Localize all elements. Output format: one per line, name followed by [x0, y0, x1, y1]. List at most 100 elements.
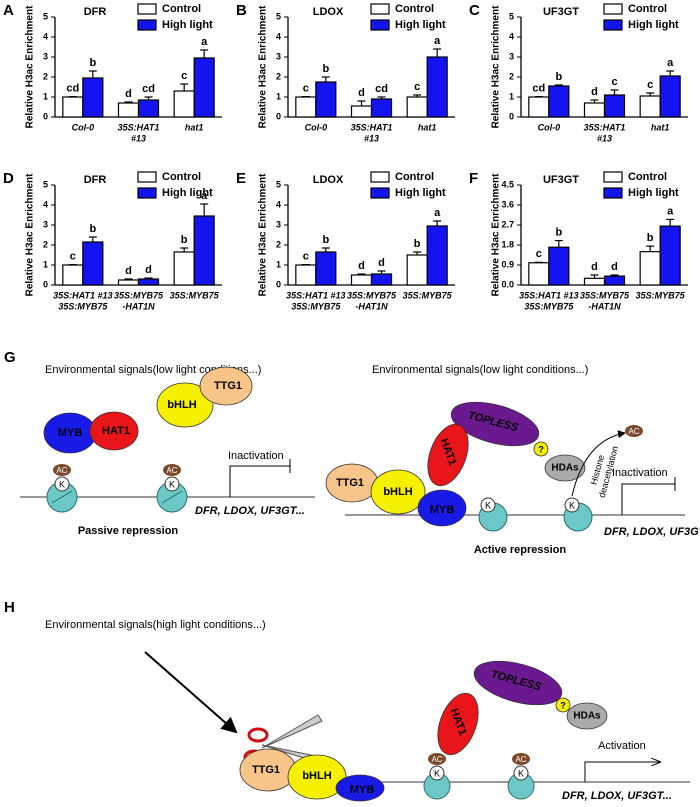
protein-label: bHLH: [383, 486, 412, 498]
bar: [659, 75, 681, 118]
panel-letter: G: [4, 349, 16, 366]
y-tick-label: 5: [509, 11, 514, 21]
k-label: K: [518, 768, 524, 778]
significance-letter: a: [667, 57, 674, 69]
scissor-handle: [247, 727, 269, 743]
legend-label: Control: [628, 3, 667, 15]
panel-letter: A: [3, 2, 14, 19]
bar: [370, 98, 393, 118]
significance-letter: d: [591, 86, 598, 98]
bar: [82, 241, 104, 286]
hat1-shape: [437, 692, 479, 756]
x-tick-label: 35S:HAT1: [118, 122, 160, 132]
significance-letter: b: [322, 234, 329, 246]
myb-shape: [417, 489, 467, 527]
genes-label: DFR, LDOX, UF3GT...: [562, 790, 672, 802]
protein-label: ?: [538, 444, 544, 454]
y-tick-label: 0.9: [501, 259, 514, 269]
bar: [82, 77, 104, 118]
hat1-shape: [89, 411, 139, 451]
chart-title: LDOX: [313, 6, 344, 18]
x-tick-label: 35S:HAT1: [351, 122, 393, 132]
hdas-shape: [566, 702, 608, 730]
y-tick-label: 1: [509, 91, 514, 101]
ac-label: AC: [56, 466, 67, 475]
significance-letter: d: [125, 88, 132, 100]
y-tick-label: 1.8: [501, 239, 514, 249]
significance-letter: c: [181, 70, 187, 82]
chart-title: LDOX: [313, 174, 344, 186]
legend-label: High light: [395, 187, 446, 199]
legend-swatch: [137, 19, 157, 31]
bar: [137, 278, 160, 286]
inactivation-label: Inactivation: [612, 467, 668, 479]
y-tick-label: 3: [43, 51, 48, 61]
y-tick-label: 4: [276, 199, 281, 209]
legend-swatch: [137, 3, 157, 15]
chart-title: UF3GT: [543, 174, 579, 186]
y-tick-label: 5: [43, 11, 48, 21]
bar: [603, 94, 626, 118]
y-tick-label: 5: [276, 11, 281, 21]
x-tick-label: -HAT1N: [122, 301, 155, 311]
significance-letter: c: [647, 79, 653, 91]
lysine: [564, 497, 580, 513]
legend-swatch: [370, 171, 390, 183]
y-tick-label: 3: [276, 51, 281, 61]
significance-letter: c: [536, 248, 542, 260]
bar: [583, 277, 606, 286]
bar: [62, 264, 84, 286]
x-tick-label: 35S:HAT1 #13: [53, 290, 112, 300]
legend-label: Control: [395, 171, 434, 183]
activation-label: Activation: [598, 740, 646, 752]
ac-label: AC: [166, 466, 177, 475]
y-tick-label: 1: [276, 91, 281, 101]
protein-label: ?: [560, 700, 566, 710]
bar: [193, 57, 215, 118]
legend-swatch: [603, 3, 623, 15]
legend-swatch: [370, 3, 390, 15]
chart-title: DFR: [84, 174, 107, 186]
genes-label: DFR, LDOX, UF3GT...: [195, 505, 305, 517]
hdas-shape: [544, 454, 586, 482]
bar: [295, 264, 317, 286]
bar: [117, 102, 140, 118]
y-tick-label: 3: [509, 51, 514, 61]
bar: [548, 85, 570, 118]
acetyl: [428, 753, 446, 765]
bar: [639, 95, 661, 118]
protein-label: HDAs: [551, 463, 579, 474]
bar: [350, 105, 373, 118]
topless-shape: [450, 401, 540, 447]
panel-letter: B: [236, 2, 247, 19]
x-tick-label: 35S:MYB75: [524, 301, 574, 311]
significance-letter: b: [89, 223, 96, 235]
mode-label: Passive repression: [78, 525, 179, 537]
legend-label: High light: [162, 19, 213, 31]
scissor-blade: [261, 714, 323, 749]
x-tick-label: 35S:MYB75: [291, 301, 341, 311]
bar: [406, 254, 428, 286]
bar: [295, 96, 317, 118]
panel-letter: F: [469, 170, 478, 187]
significance-letter: d: [611, 261, 618, 273]
legend-label: High light: [162, 187, 213, 199]
k-label: K: [485, 500, 491, 510]
bar: [315, 81, 337, 118]
legend-swatch: [370, 187, 390, 199]
x-tick-label: Col-0: [538, 122, 561, 132]
panel-letter: E: [236, 170, 246, 187]
diagram-g: G Environmental signals(low light condit…: [4, 349, 700, 556]
y-tick-label: 2: [43, 239, 48, 249]
significance-letter: cd: [142, 83, 155, 95]
legend-swatch: [370, 19, 390, 31]
significance-letter: a: [434, 207, 441, 219]
significance-letter: cd: [532, 83, 545, 95]
significance-letter: b: [555, 71, 562, 83]
bar: [173, 251, 195, 286]
protein-label: TTG1: [336, 477, 364, 489]
y-tick-label: 4: [43, 31, 48, 41]
y-tick-label: 0: [43, 279, 48, 289]
bhlh-shape: [370, 469, 426, 515]
